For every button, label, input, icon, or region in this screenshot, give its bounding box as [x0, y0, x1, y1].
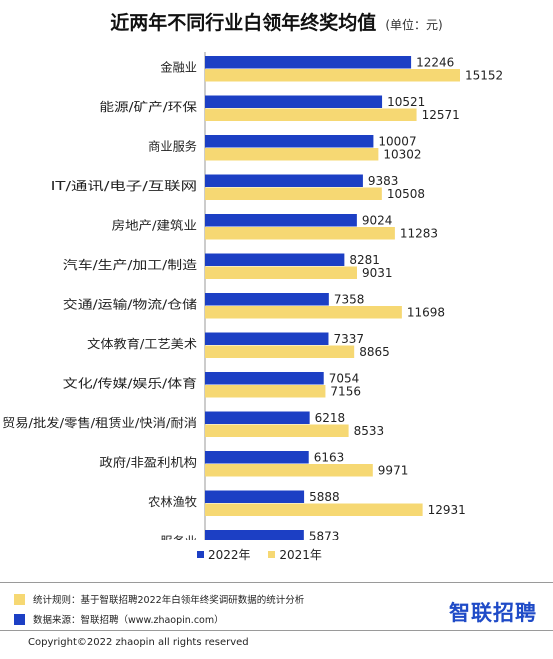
zhaopin-logo: 智联招聘 — [449, 601, 537, 625]
copyright-text: Copyright©2022 zhaopin all rights reserv… — [28, 637, 249, 648]
bar-2022 — [205, 135, 374, 148]
data-label-2021: 12931 — [428, 503, 466, 517]
bar-2021 — [205, 345, 355, 358]
bar-2021 — [205, 266, 357, 279]
category-label: 能源/矿产/环保 — [99, 100, 197, 114]
category-label: IT/通讯/电子/互联网 — [51, 179, 197, 193]
bar-2022 — [205, 411, 310, 424]
category-label: 汽车/生产/加工/制造 — [63, 257, 197, 272]
legend-swatch-2022 — [197, 551, 204, 558]
data-label-2021: 10302 — [383, 148, 421, 162]
legend-swatch-2021 — [268, 551, 276, 558]
rule-text: 基于智联招聘2022年白领年终奖调研数据的统计分析 — [80, 595, 305, 606]
category-label: 服务业 — [160, 534, 197, 541]
category-label: 文体教育/工艺美术 — [87, 336, 197, 351]
category-label: 商业服务 — [148, 139, 197, 154]
category-label: 政府/非盈利机构 — [99, 455, 197, 470]
data-label-2022: 7337 — [333, 332, 364, 346]
rule-swatch — [14, 594, 25, 605]
bar-2021 — [205, 187, 382, 200]
bar-2022 — [205, 293, 329, 306]
data-label-2021: 7156 — [330, 385, 361, 399]
data-label-2021: 8865 — [359, 345, 390, 359]
bar-2021 — [205, 464, 373, 477]
category-label: 文化/传媒/娱乐/体育 — [63, 376, 197, 391]
bar-2022 — [205, 95, 383, 108]
source-text: 智联招聘（www.zhaopin.com） — [80, 615, 224, 626]
bar-2022 — [205, 253, 345, 266]
bar-2022 — [205, 56, 412, 69]
bar-2022 — [205, 332, 329, 345]
rule-label: 统计规则： — [33, 595, 81, 606]
bar-2022 — [205, 451, 309, 464]
bar-2022 — [205, 174, 363, 187]
bar-2021 — [205, 148, 379, 161]
data-label-2022: 8281 — [349, 253, 380, 267]
bar-2022 — [205, 490, 305, 503]
bar-2021 — [205, 385, 326, 398]
bar-2022 — [205, 214, 357, 227]
data-label-2021: 9031 — [362, 266, 393, 280]
source-note: 数据来源：智联招聘（www.zhaopin.com） — [14, 612, 224, 626]
category-label: 金融业 — [160, 60, 197, 75]
data-label-2022: 7054 — [329, 372, 360, 386]
category-label: 农林渔牧 — [148, 495, 197, 509]
data-label-2022: 5888 — [309, 490, 340, 504]
bar-2021 — [205, 424, 349, 437]
data-label-2021: 15152 — [465, 69, 503, 83]
data-label-2021: 8533 — [354, 424, 385, 438]
legend-item-2021: 2021年 — [268, 546, 322, 563]
data-label-2021: 10508 — [387, 187, 425, 201]
category-label: 贸易/批发/零售/租赁业/快消/耐消 — [2, 415, 197, 430]
data-label-2022: 6163 — [314, 451, 345, 465]
bar-2021 — [205, 227, 395, 240]
legend-item-2022: 2022年 — [197, 546, 251, 563]
legend: 2022年 2021年 — [197, 546, 336, 563]
data-label-2021: 9971 — [378, 464, 409, 478]
unit-label: (单位：元) — [385, 18, 443, 32]
legend-label-2022: 2022年 — [208, 548, 251, 562]
rule-note: 统计规则：基于智联招聘2022年白领年终奖调研数据的统计分析 — [14, 592, 304, 606]
chart-title-block: 近两年不同行业白领年终奖均值 (单位：元) — [0, 8, 553, 35]
chart-title: 近两年不同行业白领年终奖均值 — [110, 12, 377, 34]
data-label-2022: 10007 — [378, 135, 416, 149]
bar-2021 — [205, 69, 460, 82]
data-label-2021: 11283 — [400, 227, 438, 241]
bar-2021 — [205, 306, 402, 319]
data-label-2022: 9024 — [362, 214, 393, 228]
footer: 统计规则：基于智联招聘2022年白领年终奖调研数据的统计分析 数据来源：智联招聘… — [0, 582, 553, 631]
data-label-2022: 12246 — [416, 56, 454, 70]
data-label-2022: 6218 — [315, 411, 346, 425]
legend-label-2021: 2021年 — [279, 548, 322, 562]
bar-2022 — [205, 372, 324, 385]
source-label: 数据来源： — [33, 615, 81, 626]
copyright-bar: Copyright©2022 zhaopin all rights reserv… — [0, 630, 553, 659]
data-label-2022: 9383 — [368, 174, 399, 188]
data-label-2022: 5873 — [309, 530, 340, 541]
category-label: 交通/运输/物流/仓储 — [63, 297, 197, 312]
source-swatch — [14, 614, 25, 625]
data-label-2022: 7358 — [334, 293, 365, 307]
bar-2022 — [205, 530, 304, 540]
category-label: 房地产/建筑业 — [112, 218, 197, 233]
data-label-2021: 12571 — [422, 108, 460, 122]
bar-2021 — [205, 503, 423, 516]
data-label-2022: 10521 — [387, 95, 425, 109]
data-label-2021: 11698 — [407, 306, 445, 320]
bar-2021 — [205, 108, 417, 121]
